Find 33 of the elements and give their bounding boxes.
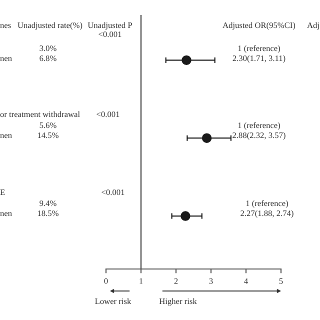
text: E bbox=[0, 190, 5, 196]
text: 14.5% bbox=[38, 132, 58, 138]
annotation: 2.30(1.71, 3.11) bbox=[232, 55, 286, 63]
annotation: 2.88(2.32, 3.57) bbox=[232, 132, 286, 140]
x-tick-label: 2 bbox=[174, 278, 178, 284]
text: 5.6% bbox=[40, 122, 56, 128]
text: nen bbox=[0, 134, 12, 138]
x-tick-label: 3 bbox=[209, 278, 213, 284]
annotation: Unadjusted P bbox=[88, 22, 132, 30]
annotation: 1 (reference) bbox=[246, 200, 288, 208]
text: Unadjusted rate(%) bbox=[18, 22, 82, 30]
text: 18.5% bbox=[38, 210, 58, 216]
text: 9.4% bbox=[40, 200, 56, 206]
annotation: <0.001 bbox=[96, 111, 120, 118]
x-tick-label: 1 bbox=[140, 278, 143, 284]
annotation: <0.001 bbox=[102, 189, 124, 196]
annotation: 1 (reference) bbox=[238, 45, 280, 53]
x-tick-label: 4 bbox=[244, 278, 248, 284]
text: or treatment withdrawal bbox=[0, 111, 80, 118]
text: nes bbox=[0, 24, 11, 28]
annotation: 2.27(1.88, 2.74) bbox=[240, 210, 294, 218]
x-tick-label: 0 bbox=[104, 278, 108, 284]
text: Lower risk bbox=[95, 298, 132, 304]
text: 3.0% bbox=[40, 45, 56, 52]
text: Higher risk bbox=[159, 298, 197, 306]
text: nen bbox=[0, 57, 12, 62]
annotation: Adjusted OR(95%CI) bbox=[222, 22, 296, 30]
annotation: 1 (reference) bbox=[238, 122, 280, 130]
x-tick-label: 5 bbox=[279, 278, 283, 284]
text: 6.8% bbox=[40, 55, 56, 62]
annotation: <0.001 bbox=[98, 31, 122, 38]
text: Adj bbox=[307, 22, 319, 30]
text: nen bbox=[0, 212, 12, 216]
